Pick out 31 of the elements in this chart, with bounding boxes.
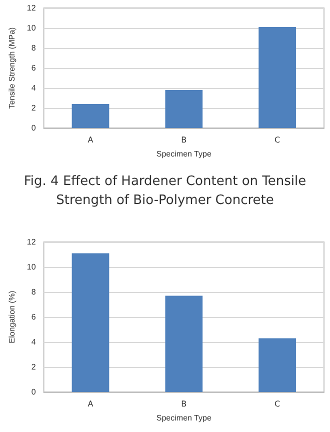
y-tick-label: 10 (26, 262, 36, 272)
y-tick-label: 6 (31, 312, 36, 322)
bar (258, 338, 296, 392)
y-tick-label: 4 (31, 84, 36, 92)
y-axis-title: Elongation (%) (8, 290, 16, 344)
x-tick-label: C (274, 400, 281, 408)
bar (72, 253, 110, 392)
x-axis-title: Specimen Type (156, 414, 212, 422)
y-tick-label: 12 (26, 4, 36, 12)
bar (165, 90, 203, 128)
y-tick-label: 0 (31, 388, 36, 396)
x-tick-label: A (88, 136, 94, 144)
x-axis-title: Specimen Type (156, 150, 212, 158)
y-tick-label: 6 (31, 64, 36, 72)
y-tick-label: 4 (31, 338, 36, 346)
y-tick-label: 2 (31, 362, 36, 372)
bar (258, 27, 296, 128)
y-tick-label: 0 (31, 124, 36, 132)
bar (72, 104, 110, 128)
caption: Fig. 4 Effect of Hardener Content on Tensile Strength of Bio-Polymer Concrete (22, 173, 308, 210)
x-tick-label: A (88, 400, 94, 408)
x-tick-label: B (181, 400, 187, 408)
bar (165, 296, 203, 392)
y-tick-label: 8 (31, 288, 36, 296)
y-axis-title: Tensile Strength (MPa) (8, 26, 16, 109)
x-tick-label: C (274, 136, 281, 144)
y-tick-label: 12 (26, 238, 36, 246)
y-tick-label: 10 (26, 24, 36, 32)
y-tick-label: 8 (31, 44, 36, 52)
x-tick-label: B (181, 136, 187, 144)
y-tick-label: 2 (31, 104, 36, 112)
